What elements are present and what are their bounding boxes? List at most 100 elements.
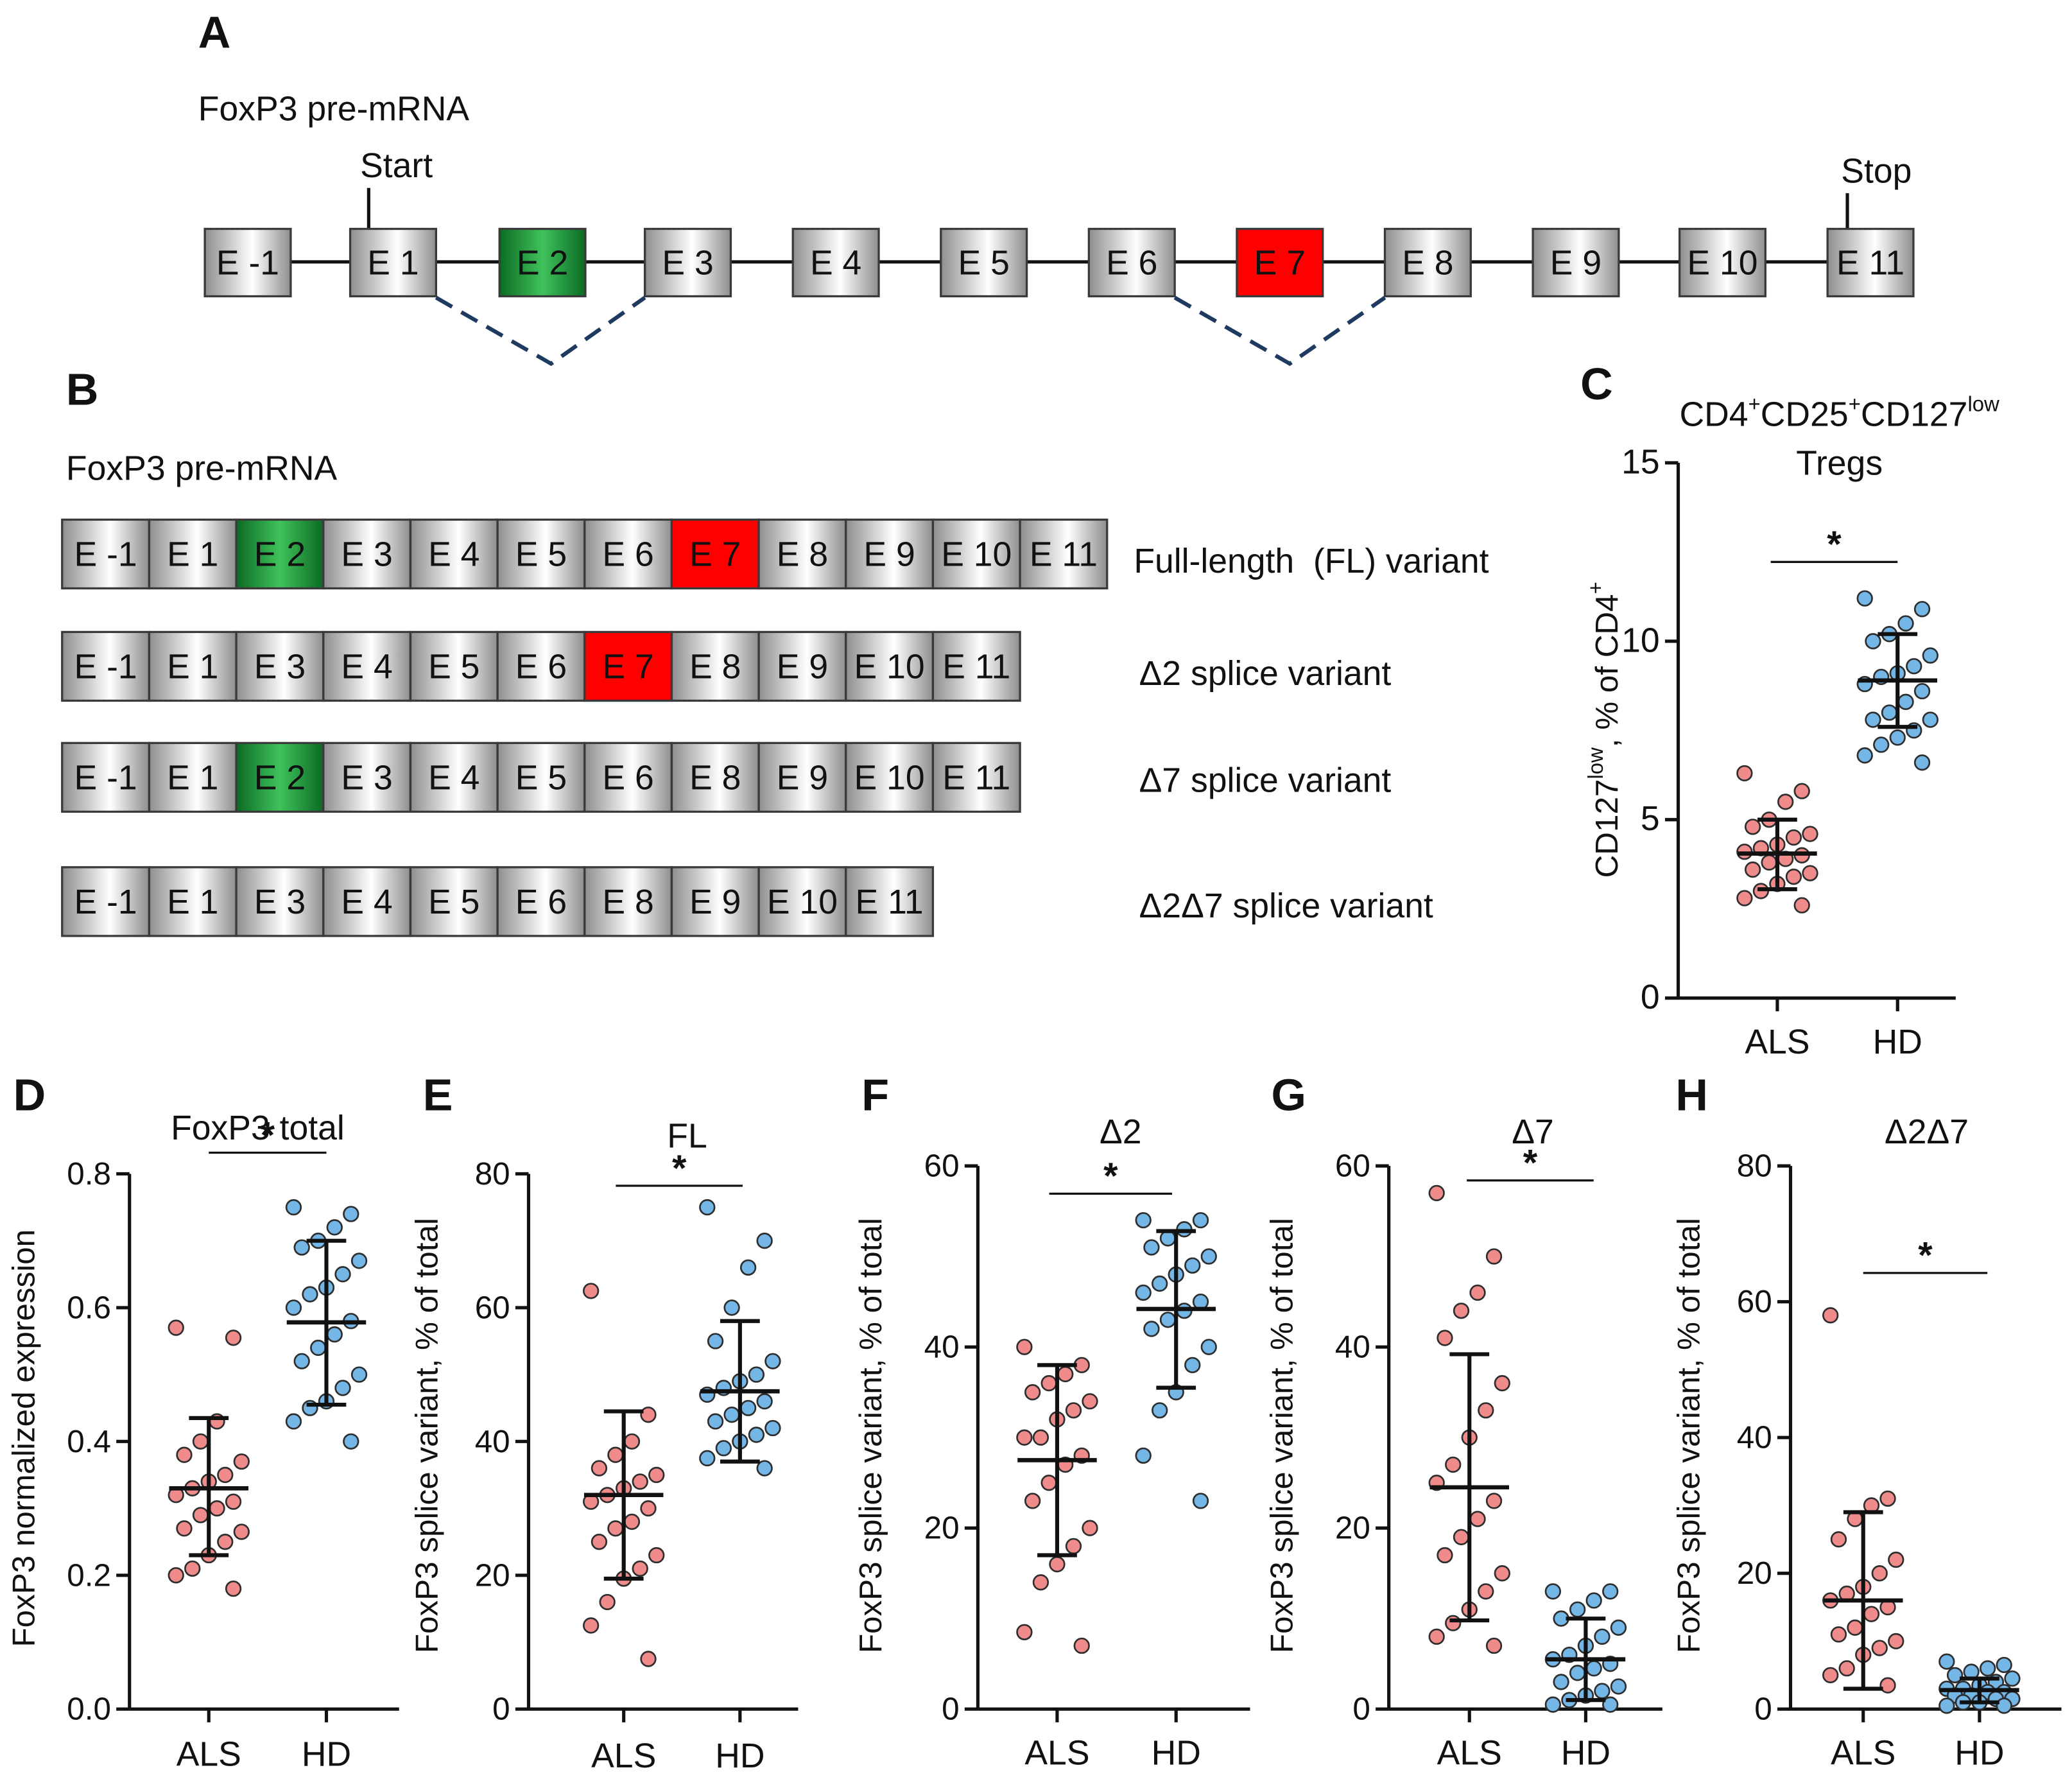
y-tick-label: 20	[924, 1511, 960, 1546]
exon-e8: E 8	[670, 741, 760, 813]
data-point	[1830, 1626, 1847, 1643]
exon-e11: E 11	[1826, 227, 1915, 298]
data-point	[1736, 890, 1753, 906]
exon-box	[148, 518, 237, 590]
panel-letter: E	[423, 1070, 453, 1120]
y-tick-label: 80	[475, 1156, 510, 1192]
panel-a-title: FoxP3 pre-mRNA	[198, 91, 470, 128]
exon-box	[940, 227, 1028, 298]
exon-label: E 4	[428, 535, 479, 573]
data-point	[1016, 1429, 1033, 1446]
y-tick-label: 0	[942, 1692, 959, 1727]
exon-e5: E 5	[409, 866, 499, 937]
y-axis-label: FoxP3 normalized expression	[6, 1229, 42, 1647]
exon-label: E 10	[941, 535, 1012, 573]
exon-e5: E 5	[409, 630, 499, 702]
exon-box	[148, 866, 237, 937]
exon-box	[757, 741, 847, 813]
data-point	[168, 1319, 184, 1336]
exon-e9: E 9	[670, 866, 760, 937]
data-point	[1040, 1374, 1057, 1392]
data-point	[1879, 1677, 1896, 1694]
data-point	[1856, 747, 1873, 764]
data-point	[1544, 1696, 1562, 1713]
exon-box	[757, 630, 847, 702]
data-point	[599, 1593, 616, 1611]
exon-box	[791, 227, 880, 298]
data-point	[285, 1413, 302, 1430]
exon-label: E 10	[854, 648, 925, 686]
exon-box	[1236, 227, 1324, 298]
y-axis-label: FoxP3 splice variant, % of total	[1671, 1218, 1706, 1653]
exon-e1: E 1	[148, 630, 237, 702]
data-point	[648, 1466, 665, 1484]
panel-letter: F	[861, 1070, 889, 1120]
data-point	[1553, 1674, 1569, 1690]
data-point	[1847, 1619, 1863, 1636]
chart-title: Δ2	[1100, 1113, 1142, 1151]
data-point	[1913, 682, 1931, 700]
exon-label: E 11	[1836, 245, 1904, 282]
superscript: low	[1584, 747, 1607, 779]
data-point	[285, 1299, 302, 1316]
exon-e-1: E -1	[203, 227, 292, 298]
data-point	[1865, 711, 1881, 728]
exon-box	[235, 741, 325, 813]
data-point	[1569, 1601, 1586, 1618]
data-point	[1445, 1456, 1462, 1473]
data-point	[326, 1219, 343, 1236]
exon-box	[1087, 227, 1176, 298]
data-point	[1946, 1667, 1964, 1684]
exon-e1: E 1	[148, 866, 237, 937]
exon-label: E 10	[1687, 245, 1757, 282]
data-point	[640, 1407, 657, 1423]
significance-asterisk: *	[1918, 1235, 1933, 1276]
exon-box	[757, 866, 847, 937]
data-point	[1200, 1339, 1217, 1355]
exon-label: E 3	[662, 245, 713, 282]
variant-row: E -1 E 1 E 3 E 4 E 5 E 6 E 8 E 9 E 10 E 11 Δ2Δ7 sp…	[61, 866, 1433, 937]
exon-e10: E 10	[845, 630, 935, 702]
exon-label: E 4	[341, 648, 392, 686]
chart-panel-g: G Δ7 0 20 40 60 ALS HD FoxP3 splice variant, % o…	[1264, 1070, 1662, 1773]
data-point	[739, 1259, 757, 1276]
data-point	[1744, 861, 1761, 878]
data-point	[1938, 1697, 1955, 1714]
data-point	[607, 1446, 624, 1463]
y-tick-label: 0.0	[67, 1692, 111, 1727]
exon-e7: E 7	[670, 518, 760, 590]
exon-box	[931, 741, 1021, 813]
x-tick-label: HD	[715, 1737, 764, 1775]
panel-a-exon-track: E -1 E 1 E 2 E 3 E 4 E 5 E 6 E 7 E 8 E 9 E 10 E 11	[203, 227, 1915, 298]
data-point	[756, 1233, 773, 1249]
data-point	[1184, 1357, 1201, 1374]
data-point	[334, 1266, 351, 1283]
exon-e3: E 3	[235, 630, 325, 702]
data-point	[1453, 1303, 1470, 1319]
data-point	[1428, 1628, 1445, 1645]
significance-asterisk: *	[261, 1114, 275, 1156]
data-point	[1897, 693, 1914, 710]
data-point	[1152, 1402, 1168, 1419]
data-point	[1024, 1493, 1041, 1509]
exon-label: E 1	[167, 883, 218, 921]
superscript: low	[1967, 392, 1999, 416]
data-point	[1863, 1606, 1880, 1622]
data-point	[233, 1523, 250, 1540]
exon-label: E 5	[428, 883, 479, 921]
exon-box	[322, 866, 412, 937]
data-point	[1881, 704, 1898, 721]
exon-e2: E 2	[235, 741, 325, 813]
data-point	[217, 1466, 234, 1484]
significance-asterisk: *	[1523, 1143, 1538, 1184]
data-point	[1785, 869, 1802, 885]
data-point	[326, 1326, 343, 1343]
y-tick-label: 60	[1335, 1149, 1370, 1184]
exon-box	[931, 630, 1021, 702]
data-point	[1437, 1547, 1453, 1564]
data-point	[1082, 1520, 1098, 1536]
data-point	[1024, 1384, 1041, 1401]
chart-panel-d: D FoxP3 total 0.0 0.2 0.4 0.6 0.8 ALS HD FoxP3 no…	[6, 1070, 399, 1774]
y-tick-label: 0	[1641, 978, 1660, 1016]
data-point	[1822, 1307, 1839, 1324]
